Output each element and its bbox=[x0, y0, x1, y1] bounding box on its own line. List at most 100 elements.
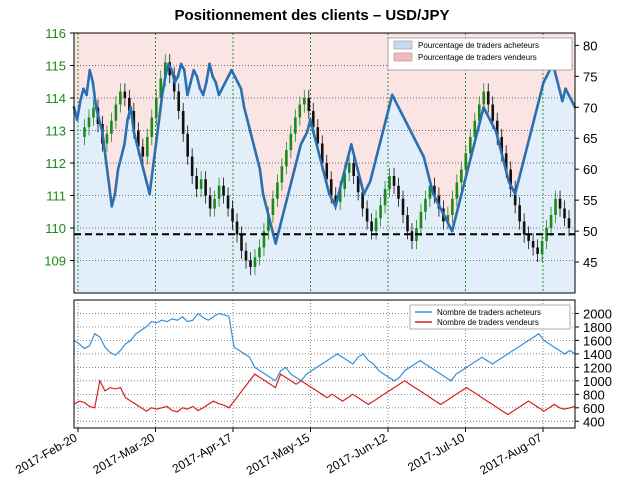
candle-body bbox=[428, 185, 432, 199]
buyer-share-line-segment bbox=[466, 155, 473, 171]
candle-body bbox=[455, 182, 459, 199]
candle-body bbox=[271, 198, 275, 215]
legend-label: Pourcentage de traders vendeurs bbox=[418, 53, 537, 62]
candle-body bbox=[451, 198, 454, 215]
buyer-share-line-segment bbox=[94, 105, 101, 121]
right-tick-label: 1000 bbox=[583, 374, 612, 389]
candle-body bbox=[504, 153, 508, 170]
buyer-share-line-segment bbox=[296, 143, 303, 159]
buyer-share-line-segment bbox=[129, 105, 136, 134]
buyer-share-line-segment bbox=[384, 105, 391, 121]
candle-body bbox=[540, 241, 544, 254]
buyer-share-line-segment bbox=[283, 192, 290, 208]
buyer-share-line-segment bbox=[208, 62, 214, 78]
buyer-share-line-segment bbox=[113, 167, 120, 196]
right-tick-label: 800 bbox=[583, 387, 605, 402]
candle-body bbox=[392, 176, 396, 186]
candle-body bbox=[338, 189, 342, 202]
buyer-share-line-segment bbox=[138, 155, 145, 171]
candle-body bbox=[181, 111, 185, 134]
left-tick-label: 116 bbox=[45, 26, 66, 41]
candle-body bbox=[213, 198, 216, 209]
candle-body bbox=[343, 172, 346, 189]
x-tick-label: 2017-Aug-07 bbox=[477, 430, 544, 477]
candle-body bbox=[469, 137, 472, 154]
left-tick-label: 110 bbox=[45, 221, 66, 236]
buyer-share-line-segment bbox=[532, 105, 539, 121]
candle-body bbox=[365, 208, 369, 222]
candle-body bbox=[110, 120, 113, 134]
candle-body bbox=[464, 153, 468, 170]
candle-body bbox=[410, 231, 414, 241]
candle-body bbox=[424, 198, 427, 212]
candle-body bbox=[536, 247, 539, 254]
buyer-share-line-segment bbox=[378, 130, 385, 146]
candle-body bbox=[105, 133, 109, 144]
right-tick-label: 50 bbox=[583, 224, 597, 239]
candle-body bbox=[128, 98, 131, 111]
buyer-share-line-segment bbox=[513, 180, 520, 196]
candle-body bbox=[320, 143, 324, 163]
buyer-share-line-segment bbox=[246, 118, 252, 134]
buyer-share-line-segment bbox=[321, 167, 328, 183]
candle-body bbox=[262, 231, 266, 248]
right-tick-label: 2000 bbox=[583, 306, 612, 321]
buyer-share-line-segment bbox=[85, 68, 92, 97]
candle-body bbox=[208, 195, 212, 209]
candle-body bbox=[473, 120, 477, 137]
buyer-share-line-segment bbox=[453, 205, 460, 221]
x-tick-label: 2017-Apr-17 bbox=[170, 430, 235, 476]
candle-body bbox=[563, 208, 566, 219]
candle-body bbox=[545, 228, 548, 241]
candle-body bbox=[163, 62, 167, 79]
candle-body bbox=[370, 221, 373, 232]
candle-body bbox=[186, 133, 189, 157]
candle-body bbox=[244, 250, 248, 261]
candle-body bbox=[316, 127, 320, 144]
buyer-share-line-segment bbox=[170, 68, 177, 84]
buyer-share-line-segment bbox=[75, 99, 82, 121]
buyer-share-line-segment bbox=[277, 217, 284, 233]
buyer-share-line-segment bbox=[349, 143, 356, 159]
right-tick-label: 1400 bbox=[583, 347, 612, 362]
candle-body bbox=[159, 78, 163, 98]
candle-body bbox=[154, 98, 158, 118]
buyer-share-line-segment bbox=[195, 75, 202, 91]
buyer-share-line-segment bbox=[97, 118, 104, 134]
buyer-share-line-segment bbox=[312, 130, 318, 146]
right-tick-label: 1800 bbox=[583, 320, 612, 335]
buyer-share-line-segment bbox=[334, 192, 340, 208]
buyer-share-line-segment bbox=[554, 75, 561, 91]
buyer-share-line-segment bbox=[523, 143, 530, 159]
buyer-share-line-segment bbox=[119, 143, 126, 159]
buyer-share-line-segment bbox=[280, 205, 287, 221]
buyer-share-line-segment bbox=[498, 143, 504, 159]
buyer-share-line-segment bbox=[132, 130, 139, 146]
candle-body bbox=[132, 111, 136, 131]
right-tick-label: 55 bbox=[583, 193, 597, 208]
left-tick-label: 115 bbox=[45, 59, 66, 74]
candle-body bbox=[495, 120, 499, 137]
right-tick-label: 45 bbox=[583, 255, 597, 270]
candle-body bbox=[549, 215, 553, 228]
left-tick-label: 114 bbox=[45, 91, 66, 106]
right-tick-label: 75 bbox=[583, 69, 597, 84]
candle-body bbox=[276, 182, 279, 199]
candle-body bbox=[267, 215, 270, 232]
candle-body bbox=[199, 179, 203, 189]
right-tick-label: 600 bbox=[583, 401, 605, 416]
buyer-share-line-segment bbox=[164, 62, 170, 78]
candle-body bbox=[190, 156, 194, 176]
candle-body bbox=[522, 221, 526, 235]
buyer-share-line-segment bbox=[123, 118, 129, 146]
candle-body bbox=[347, 163, 351, 173]
buyer-share-line-segment bbox=[151, 143, 158, 171]
candle-body bbox=[195, 176, 198, 189]
right-tick-label: 80 bbox=[583, 38, 597, 53]
buyer-share-line-segment bbox=[539, 81, 545, 97]
buyer-share-line-segment bbox=[356, 167, 363, 183]
candle-body bbox=[114, 104, 118, 121]
buyer-share-line-segment bbox=[142, 167, 148, 183]
buyer-share-line-segment bbox=[450, 217, 457, 233]
candle-body bbox=[531, 241, 535, 248]
